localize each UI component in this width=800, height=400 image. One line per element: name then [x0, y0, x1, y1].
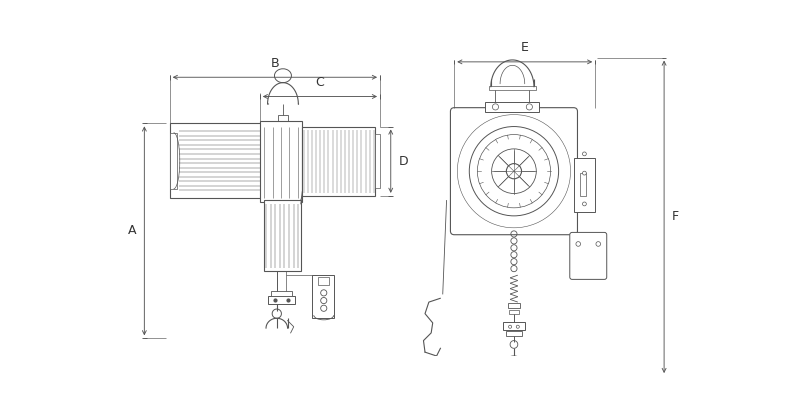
Circle shape: [321, 305, 327, 311]
Bar: [508, 303, 520, 308]
Text: E: E: [521, 41, 529, 54]
Bar: [170, 133, 178, 189]
FancyBboxPatch shape: [570, 232, 606, 279]
Circle shape: [596, 242, 601, 246]
Bar: [503, 322, 525, 330]
Bar: [270, 291, 292, 296]
Bar: [267, 296, 295, 304]
Bar: [510, 310, 518, 314]
Circle shape: [582, 171, 586, 175]
Text: C: C: [315, 76, 324, 89]
Bar: [312, 275, 334, 318]
Circle shape: [582, 202, 586, 206]
Bar: [264, 200, 301, 271]
Text: A: A: [128, 224, 137, 237]
Text: D: D: [398, 155, 408, 168]
Bar: [302, 126, 375, 196]
Circle shape: [478, 134, 550, 208]
Bar: [574, 158, 595, 212]
Circle shape: [509, 325, 512, 328]
Circle shape: [516, 325, 519, 328]
Circle shape: [492, 104, 498, 110]
Circle shape: [321, 290, 327, 296]
Bar: [490, 86, 535, 90]
Bar: [506, 330, 522, 336]
Bar: [486, 102, 539, 112]
Circle shape: [582, 152, 586, 156]
Circle shape: [526, 104, 533, 110]
Circle shape: [576, 242, 581, 246]
Text: B: B: [270, 56, 279, 70]
Text: F: F: [672, 210, 679, 223]
Bar: [260, 121, 302, 202]
FancyBboxPatch shape: [450, 108, 578, 235]
Circle shape: [321, 298, 327, 304]
Circle shape: [492, 149, 536, 194]
Bar: [375, 134, 380, 188]
Bar: [580, 173, 586, 196]
Circle shape: [506, 164, 522, 179]
Bar: [278, 115, 288, 121]
Bar: [318, 278, 329, 285]
Bar: [170, 124, 264, 198]
Circle shape: [470, 126, 558, 216]
